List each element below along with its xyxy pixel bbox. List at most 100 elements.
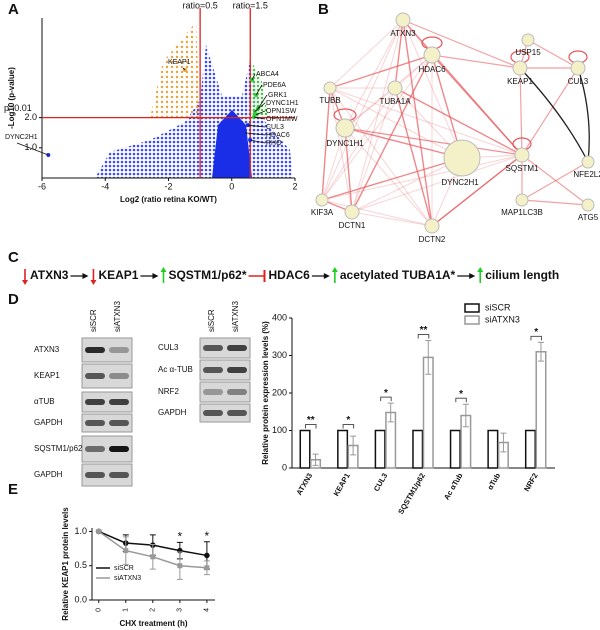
- pathway-step: SQSTM1/p62*: [168, 268, 246, 282]
- network-edge: [431, 54, 523, 156]
- network-edge: [519, 67, 523, 156]
- pathway-step: ATXN3: [30, 268, 69, 282]
- band: [109, 399, 129, 405]
- band: [85, 399, 105, 405]
- network-node: [387, 80, 403, 96]
- significance: *: [459, 389, 463, 400]
- network-edge: [402, 19, 433, 227]
- network-node: [423, 46, 441, 64]
- node-label: DCTN2: [419, 235, 446, 244]
- label-arrow: [16, 142, 49, 156]
- band: [85, 347, 105, 353]
- error-bar: [350, 435, 357, 456]
- significance: **: [307, 415, 315, 426]
- point-label: DYNC1H1: [266, 100, 299, 107]
- pathway-step: cilium length: [485, 268, 559, 282]
- network-edge: [321, 199, 433, 227]
- network-node: [581, 198, 595, 212]
- node-label: CUL3: [568, 77, 589, 86]
- blot-box: [199, 337, 251, 359]
- x-tick-label: -4: [101, 181, 109, 191]
- lane-label: siSCR: [207, 309, 216, 332]
- band-label: Ac α-TUB: [158, 365, 193, 374]
- network-node: [395, 12, 411, 28]
- bar: [535, 351, 547, 469]
- node-label: HDAC6: [418, 65, 446, 74]
- panel-label: C: [8, 249, 19, 266]
- y-tick-label: 200: [272, 387, 287, 397]
- label-arrow: [244, 132, 266, 136]
- marker: [204, 565, 210, 571]
- point-label: CUL3: [266, 124, 284, 131]
- pathway-step: acetylated TUBA1A*: [340, 268, 456, 282]
- network-edge: [329, 19, 404, 89]
- error-bar: [425, 340, 432, 375]
- label-arrow: [254, 102, 266, 112]
- error-bar: [537, 341, 544, 362]
- network-edge: [351, 211, 433, 227]
- y-tick-label: 0: [282, 462, 287, 472]
- network-edge: [329, 87, 523, 156]
- network-edge: [402, 19, 463, 159]
- label-arrow: [247, 124, 266, 128]
- bar: [299, 429, 311, 469]
- significance-bracket: [530, 335, 542, 341]
- y-tick-label: 100: [272, 425, 287, 435]
- network-edge: [402, 19, 521, 69]
- pathway-step: KEAP1: [98, 268, 138, 282]
- network-node: [570, 60, 586, 76]
- network-edge: [521, 154, 589, 206]
- node-label: KIF3A: [311, 208, 334, 217]
- band: [227, 345, 247, 351]
- label-arrow: [255, 110, 266, 115]
- y-tick-label: 2.0: [24, 112, 37, 122]
- significance-bracket: [380, 396, 392, 402]
- y-tick-label: 1.0: [74, 526, 87, 536]
- x-axis-title: CHX treatment (h): [119, 619, 187, 628]
- network-edge: [344, 127, 433, 227]
- network-node: [335, 118, 355, 138]
- network-node: [514, 147, 530, 163]
- panel-label: B: [318, 1, 329, 18]
- x-tick-label: -2: [164, 181, 172, 191]
- bar: [449, 429, 461, 469]
- network-edge: [394, 87, 523, 156]
- y-tick-label: 400: [272, 312, 287, 322]
- network-edge: [329, 54, 433, 89]
- band-label: NRF2: [158, 387, 179, 396]
- network-edge: [351, 154, 523, 213]
- y-axis-title: -Log10 (p-value): [7, 67, 16, 129]
- network-edge: [351, 54, 433, 213]
- network-node: [581, 155, 595, 169]
- network-node: [424, 218, 440, 234]
- point-label: PDE6A: [263, 82, 286, 89]
- network-node: [443, 139, 481, 177]
- network-edge: [329, 87, 353, 213]
- band: [227, 367, 247, 373]
- node-label: KEAP1: [507, 77, 533, 86]
- network-edge: [521, 161, 589, 201]
- error-bar: [500, 432, 507, 453]
- blot-box: [199, 381, 251, 403]
- error-bar: [312, 453, 319, 466]
- band-label: GAPDH: [158, 408, 187, 417]
- network-node: [315, 193, 329, 207]
- legend-swatch: [464, 315, 480, 325]
- bar: [524, 429, 536, 469]
- x-tick-label: 4: [204, 608, 211, 612]
- marker: [123, 548, 129, 554]
- band-label: KEAP1: [34, 371, 60, 380]
- node-label: DYNC1H1: [326, 139, 364, 148]
- error-bar: [462, 403, 469, 428]
- significance-bracket: [305, 424, 317, 429]
- lane-label: siSCR: [89, 309, 98, 332]
- band-label: αTUB: [34, 397, 55, 406]
- band: [109, 420, 129, 426]
- change-arrow-head: [22, 280, 28, 285]
- point-label: HDAC6: [266, 132, 290, 139]
- node-label: NFE2L2: [573, 170, 600, 179]
- band: [85, 472, 105, 478]
- node-label: ATG5: [578, 213, 599, 222]
- network-edge: [344, 127, 353, 213]
